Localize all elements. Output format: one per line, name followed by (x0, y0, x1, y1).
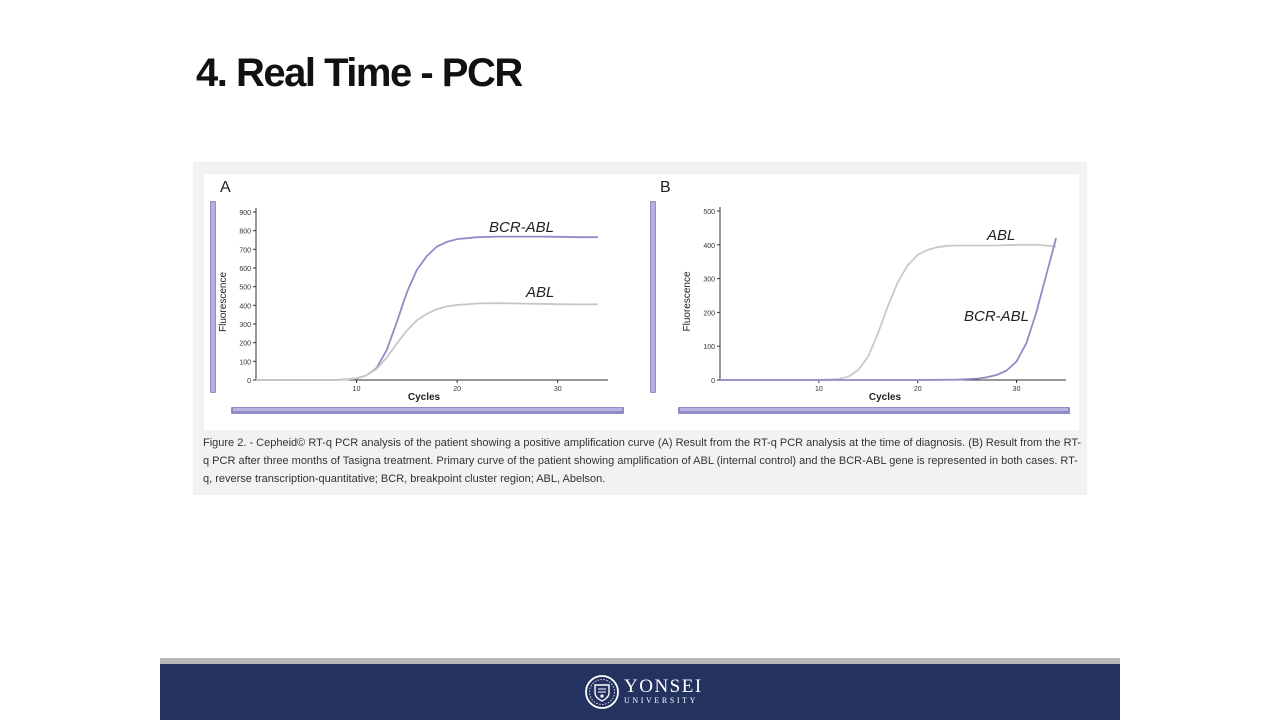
panel-a-y-tick-label: 500 (239, 285, 251, 292)
panel-b-vertical-bar-highlight (651, 202, 655, 392)
panel-b-series-abl-label: ABL (986, 227, 1015, 244)
panel-a-series-abl-line (256, 302, 598, 381)
panel-a-y-axis-label: Fluorescence (218, 272, 229, 332)
panel-a-series-abl-label: ABL (525, 284, 554, 301)
panel-a-y-tick-label: 200 (239, 341, 251, 348)
panel-a-y-tick-label: 900 (239, 210, 251, 217)
panel-a-x-tick-label: 20 (453, 386, 461, 393)
university-logo: YONSEI UNIVERSITY (584, 674, 703, 710)
panel-b-y-tick-label: 100 (703, 344, 715, 351)
panel-a-y-tick-label: 400 (239, 303, 251, 310)
panel-b-x-tick-label: 30 (1013, 386, 1021, 393)
panel-b-series-bcr-abl-label: BCR-ABL (964, 308, 1029, 325)
footer-divider (160, 658, 1120, 664)
figure-caption: Figure 2. - Cepheid© RT-q PCR analysis o… (203, 437, 1082, 485)
slide-title: 4. Real Time - PCR (196, 51, 523, 95)
panel-a-y-tick-label: 600 (239, 266, 251, 273)
panel-a-series-bcr-abl-label: BCR-ABL (489, 219, 554, 236)
panel-a-vertical-bar-highlight (211, 202, 215, 392)
logo-subtitle: UNIVERSITY (624, 696, 698, 705)
panel-a-y-tick-label: 700 (239, 247, 251, 254)
panel-b-x-tick-label: 20 (914, 386, 922, 393)
panel-a-y-tick-label: 0 (247, 378, 251, 385)
panel-b-series-bcr-abl-line (720, 237, 1057, 381)
panel-b-y-tick-label: 0 (711, 378, 715, 385)
panel-a-horizontal-bar-highlight (233, 408, 622, 411)
chart-panel-b: B 0 100 200 300 400 500 10 20 30 Cycles Fluorescenc… (650, 179, 1070, 414)
panel-b-y-tick-label: 200 (703, 310, 715, 317)
panel-b-y-tick-label: 500 (703, 209, 715, 216)
panel-b-letter: B (660, 179, 671, 196)
panel-a-x-tick-label: 30 (554, 386, 562, 393)
panel-a-y-tick-label: 300 (239, 322, 251, 329)
panel-a-letter: A (220, 179, 231, 196)
footer-bar: YONSEI UNIVERSITY (160, 664, 1120, 720)
panel-b-y-tick-label: 300 (703, 277, 715, 284)
chart-panel-a: A 0 100 200 300 400 500 600 700 800 900 10 20 30 Cycle… (210, 179, 624, 414)
panel-b-y-tick-label: 400 (703, 243, 715, 250)
panel-b-horizontal-bar-highlight (680, 408, 1068, 411)
panel-b-y-axis-label: Fluorescence (682, 271, 693, 331)
panel-a-y-tick-label: 800 (239, 229, 251, 236)
figure-box: A 0 100 200 300 400 500 600 700 800 900 10 20 30 Cycle… (193, 162, 1087, 495)
logo-name: YONSEI (624, 676, 703, 697)
panel-b-x-axis-label: Cycles (869, 392, 902, 403)
panel-a-x-tick-label: 10 (353, 386, 361, 393)
yonsei-emblem-icon (585, 675, 619, 709)
panel-a-x-axis-label: Cycles (408, 392, 441, 403)
panel-a-series-bcr-abl-line (256, 235, 598, 381)
panel-b-series-abl-line (720, 243, 1057, 381)
panel-a-y-tick-label: 100 (239, 359, 251, 366)
panel-b-x-tick-label: 10 (815, 386, 823, 393)
figure-panels: A 0 100 200 300 400 500 600 700 800 900 10 20 30 Cycle… (204, 174, 1079, 430)
